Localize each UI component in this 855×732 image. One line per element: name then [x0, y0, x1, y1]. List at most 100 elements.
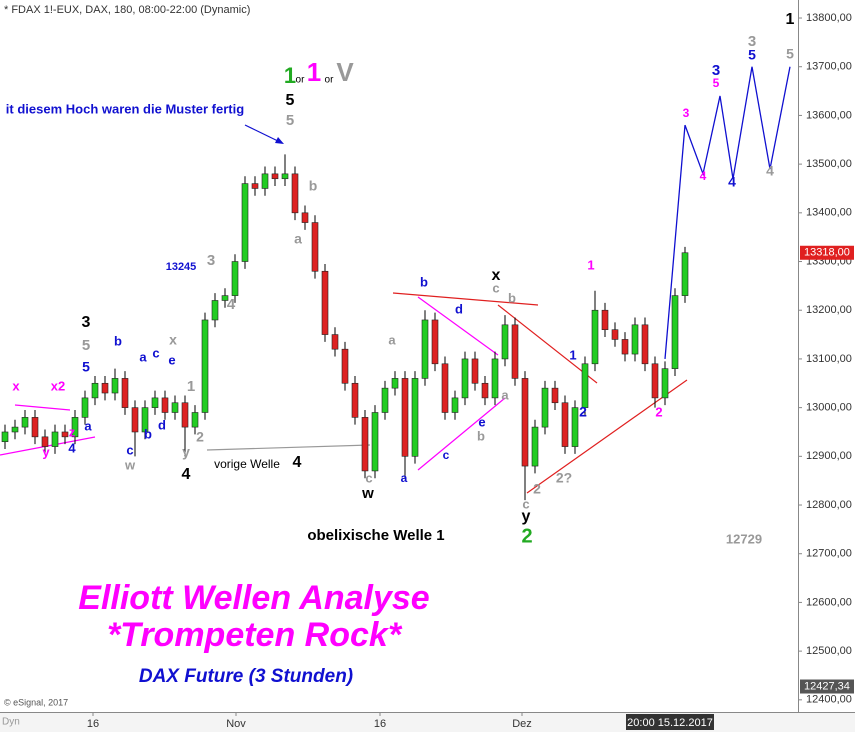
annotation: a — [84, 418, 92, 433]
y-tick-label: 13200,00 — [806, 304, 852, 316]
arrow-head — [275, 137, 284, 144]
annotation: 5 — [82, 359, 90, 375]
annotation: 4 — [182, 466, 191, 483]
y-tick-label: 13500,00 — [806, 158, 852, 170]
candle-body — [341, 348, 349, 384]
candle-body — [21, 417, 29, 428]
candle-body — [411, 378, 419, 457]
candle-body — [431, 319, 439, 365]
trend-line — [526, 379, 688, 494]
candle-body — [241, 183, 249, 262]
annotation: z — [69, 424, 76, 439]
candle-body — [481, 382, 489, 399]
trend-line — [14, 404, 71, 411]
annotation: 5 — [286, 112, 294, 129]
annotation: 3 — [748, 33, 756, 50]
annotation: 2? — [556, 470, 572, 486]
y-tick-label: 12500,00 — [806, 645, 852, 657]
projection-line — [664, 66, 791, 359]
candle-body — [461, 358, 469, 399]
annotation: 2 — [533, 481, 541, 497]
annotation: e — [168, 352, 175, 367]
annotation: Elliott Wellen Analyse — [78, 579, 429, 617]
y-tick-label: 12800,00 — [806, 499, 852, 511]
annotation: 4 — [700, 169, 707, 183]
annotation: x — [169, 332, 177, 348]
y-tick-label: 13600,00 — [806, 109, 852, 121]
annotation: 3 — [683, 106, 690, 120]
annotation: c — [365, 470, 372, 485]
annotation: 1 — [786, 11, 795, 28]
candle-body — [51, 431, 59, 447]
annotation: V — [336, 57, 354, 87]
candle-body — [651, 363, 659, 399]
candle-body — [161, 397, 169, 413]
candle-body — [301, 212, 309, 223]
annotation: a — [501, 387, 509, 402]
annotation: y — [522, 508, 531, 525]
candle-body — [41, 436, 49, 447]
mode-label: Dyn — [2, 717, 20, 728]
annotation: 4 — [728, 174, 736, 190]
candle-body — [351, 382, 359, 418]
trend-lines — [0, 124, 688, 494]
candle-body — [71, 417, 79, 438]
candle-body — [271, 173, 279, 180]
candle-body — [171, 402, 179, 413]
annotation: vorige Welle — [214, 457, 280, 471]
annotation: 1 — [569, 347, 576, 362]
candle-body — [471, 358, 479, 384]
annotation: 5 — [748, 47, 756, 63]
candle-body — [551, 387, 559, 404]
chart-title: * FDAX 1!-EUX, DAX, 180, 08:00-22:00 (Dy… — [4, 4, 250, 16]
candle-body — [601, 309, 609, 331]
annotation: 12729 — [726, 531, 762, 546]
candle-body — [371, 412, 379, 472]
candle-body — [331, 334, 339, 350]
x-tick-label: Dez — [512, 718, 532, 730]
annotation: 2 — [655, 404, 662, 419]
annotation: DAX Future (3 Stunden) — [139, 666, 353, 687]
trend-line — [206, 444, 371, 451]
annotation: b — [144, 426, 152, 441]
annotation: e — [478, 414, 485, 429]
annotation: c — [492, 280, 499, 295]
candle-body — [61, 431, 69, 438]
annotation: 5 — [82, 337, 90, 354]
candle-body — [251, 183, 259, 189]
candle-body — [141, 407, 149, 433]
annotation: 4 — [68, 440, 76, 455]
candle-body — [391, 378, 399, 389]
y-tick-label: 12900,00 — [806, 450, 852, 462]
candle-body — [541, 387, 549, 428]
candles — [1, 154, 689, 501]
candle-body — [81, 397, 89, 418]
candle-body — [641, 324, 649, 365]
annotation: b — [420, 274, 428, 289]
annotation: b — [114, 333, 122, 348]
annotation: 5 — [713, 76, 720, 90]
trend-line — [417, 296, 499, 356]
candle-body — [361, 417, 369, 472]
candle-body — [201, 319, 209, 413]
candle-body — [631, 324, 639, 355]
candle-body — [261, 173, 269, 189]
candle-body — [151, 397, 159, 408]
candle-body — [311, 222, 319, 272]
annotation: it diesem Hoch waren die Muster fertig — [6, 101, 244, 116]
y-tick-label: 13700,00 — [806, 61, 852, 73]
candle-body — [111, 378, 119, 394]
annotation: 4 — [293, 454, 302, 471]
candle-body — [281, 173, 289, 180]
annotation: 2 — [196, 429, 204, 445]
annotation: y — [182, 444, 190, 460]
annotation: b — [508, 290, 516, 305]
price-label: 13318,00 — [804, 247, 850, 259]
annotation: 4 — [227, 296, 236, 313]
annotation: a — [139, 349, 147, 364]
candle-body — [121, 378, 129, 408]
annotation: 5 — [786, 46, 794, 62]
candle-body — [321, 270, 329, 335]
x-cursor-label: 20:00 15.12.2017 — [627, 717, 713, 729]
